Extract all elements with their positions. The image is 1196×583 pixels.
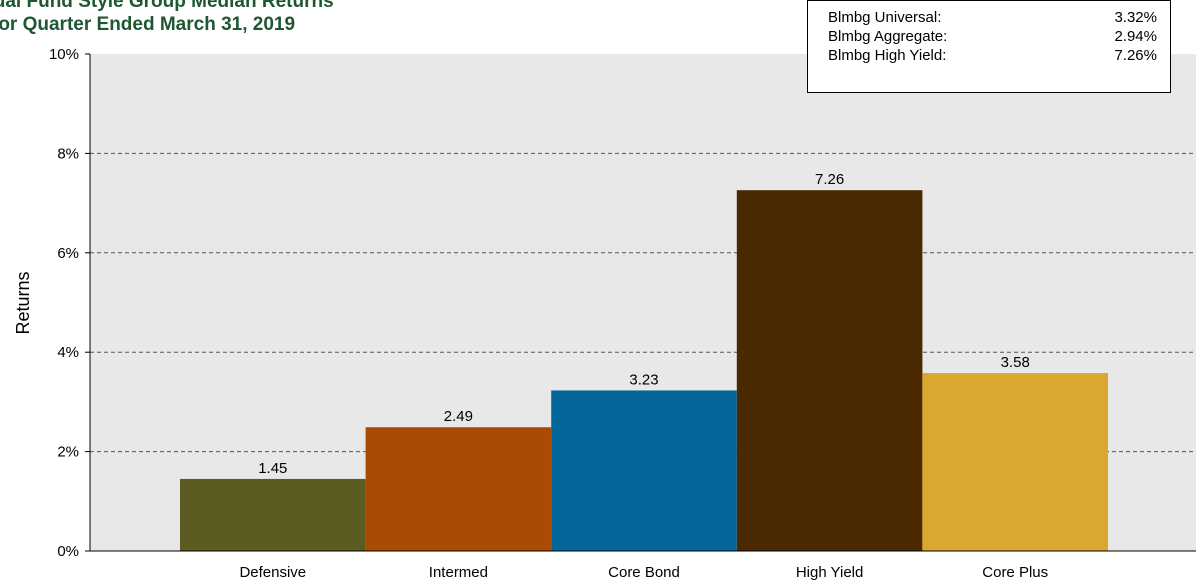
x-tick-label: High Yield: [796, 564, 864, 581]
benchmark-row: Blmbg Universal: 3.32%: [828, 8, 1157, 27]
bar-value-label: 3.58: [1001, 354, 1030, 371]
benchmark-row: Blmbg High Yield: 7.26%: [828, 46, 1157, 65]
y-tick-label: 10%: [49, 46, 79, 63]
benchmark-row: Blmbg Aggregate: 2.94%: [828, 27, 1157, 46]
x-tick-label: Intermed: [429, 564, 488, 581]
y-tick-label: 8%: [57, 145, 79, 162]
bar-value-label: 1.45: [258, 460, 287, 477]
benchmark-value: 7.26%: [1114, 47, 1157, 64]
bar-value-label: 2.49: [444, 408, 473, 425]
y-tick-label: 6%: [57, 245, 79, 262]
bar-value-label: 3.23: [629, 371, 658, 388]
bar-intermed: [365, 427, 552, 551]
bar-defensive: [180, 478, 366, 551]
x-tick-label: Defensive: [239, 564, 306, 581]
bar-value-label: 7.26: [815, 171, 844, 188]
bar-high-yield: [736, 190, 923, 552]
y-tick-label: 2%: [57, 444, 79, 461]
y-tick-label: 0%: [57, 543, 79, 560]
bar-core-plus: [922, 373, 1108, 551]
chart-title: Mutual Fund Style Group Median Returns: [0, 0, 334, 12]
y-axis-label: Returns: [13, 271, 33, 334]
benchmark-label: Blmbg Aggregate:: [828, 28, 948, 45]
x-tick-label: Core Bond: [608, 564, 680, 581]
x-tick-label: Core Plus: [982, 564, 1048, 581]
y-tick-label: 4%: [57, 344, 79, 361]
benchmark-legend: Blmbg Universal: 3.32% Blmbg Aggregate: …: [807, 0, 1171, 93]
benchmark-label: Blmbg Universal:: [828, 9, 942, 26]
benchmark-value: 3.32%: [1114, 9, 1157, 26]
benchmark-value: 2.94%: [1114, 28, 1157, 45]
chart-subtitle: for Quarter Ended March 31, 2019: [0, 14, 296, 35]
benchmark-label: Blmbg High Yield:: [828, 47, 947, 64]
bar-core-bond: [551, 390, 737, 551]
